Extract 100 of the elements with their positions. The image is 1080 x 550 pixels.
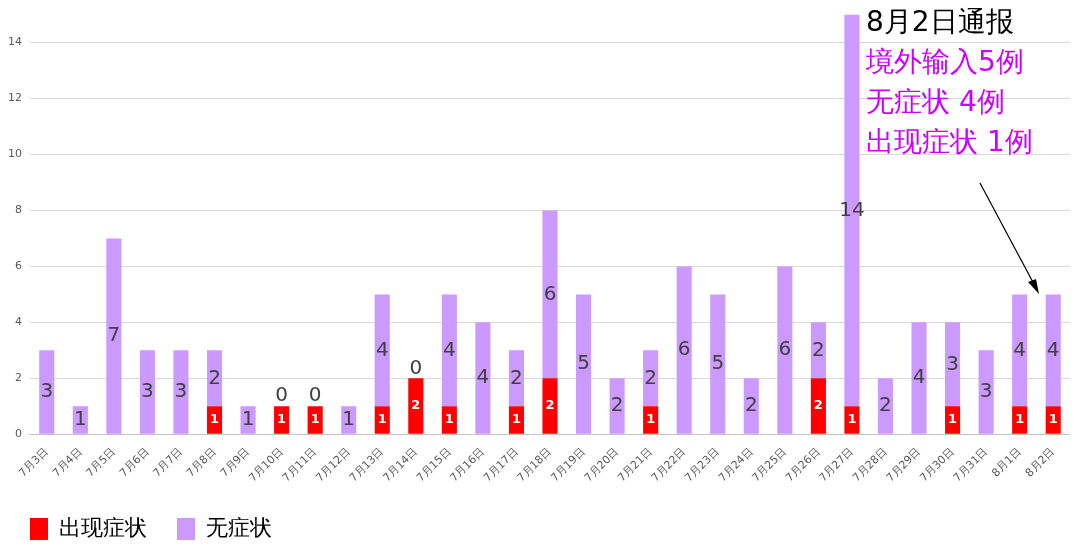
bar — [643, 406, 659, 434]
annotation: 8月2日通报 — [866, 4, 1015, 40]
x-tick-label: 7月4日 — [49, 444, 85, 480]
data-label: 7 — [107, 322, 121, 347]
data-label: 0 — [275, 382, 288, 407]
bar — [139, 350, 155, 434]
data-label: 0 — [308, 382, 322, 407]
bar — [1045, 294, 1061, 407]
data-label: 1 — [948, 411, 958, 427]
y-tick-label: 2 — [15, 371, 22, 385]
y-tick-label: 0 — [15, 427, 22, 441]
bar — [1012, 294, 1028, 407]
bar — [441, 294, 457, 407]
data-label: 6 — [778, 336, 792, 361]
y-tick-label: 10 — [8, 147, 22, 161]
x-tick-label: 8月1日 — [989, 444, 1024, 480]
data-label: 3 — [141, 378, 154, 403]
data-label: 1 — [444, 411, 454, 427]
data-label: 1 — [1048, 411, 1058, 427]
data-label: 5 — [577, 350, 590, 375]
data-label: 1 — [847, 411, 857, 427]
data-label: 2 — [545, 397, 555, 413]
bar — [542, 210, 558, 379]
data-label: 2 — [744, 392, 758, 417]
bar — [508, 350, 524, 407]
data-label: 1 — [73, 406, 87, 431]
data-label: 1 — [209, 411, 220, 427]
bar — [441, 406, 457, 434]
data-label: 2 — [510, 364, 523, 389]
bar — [810, 322, 826, 379]
data-label: 3 — [946, 350, 959, 375]
bar — [1012, 406, 1028, 434]
y-tick-label: 14 — [8, 35, 22, 49]
bar — [911, 322, 927, 434]
bar — [1045, 406, 1061, 434]
bar — [542, 378, 558, 434]
data-label: 2 — [879, 392, 892, 417]
data-label: 4 — [476, 364, 490, 389]
data-label: 14 — [839, 196, 865, 221]
x-tick-label: 8月2日 — [1022, 444, 1058, 480]
legend-label: 出现症状 — [59, 514, 147, 540]
bar — [173, 350, 189, 434]
data-label: 2 — [644, 364, 658, 389]
data-label: 4 — [442, 336, 456, 361]
data-label: 4 — [1046, 336, 1060, 361]
bar — [374, 406, 390, 434]
bar — [777, 266, 793, 434]
bar — [609, 378, 625, 434]
x-tick-label: 7月7日 — [150, 444, 186, 480]
y-tick-label: 6 — [15, 259, 22, 273]
annotation: 境外输入5例 — [866, 44, 1025, 80]
bar — [743, 378, 759, 434]
bar — [978, 350, 994, 434]
bar — [844, 406, 860, 434]
data-label: 2 — [610, 392, 624, 417]
bar — [206, 406, 223, 434]
bar — [39, 350, 55, 434]
bar — [475, 322, 491, 434]
x-tick-label: 7月8日 — [184, 444, 219, 480]
bar — [945, 406, 961, 434]
data-label: 1 — [310, 411, 320, 427]
data-label: 3 — [174, 378, 188, 403]
data-label: 6 — [677, 336, 691, 361]
bar — [508, 406, 524, 434]
bar — [710, 294, 726, 434]
data-label: 1 — [646, 411, 656, 427]
y-tick-label: 12 — [8, 91, 22, 105]
bar — [877, 378, 894, 434]
data-label: 2 — [813, 397, 823, 413]
bar — [374, 294, 390, 407]
data-label: 1 — [277, 411, 287, 427]
data-label: 1 — [342, 406, 356, 431]
data-label: 2 — [208, 364, 221, 389]
bar — [576, 294, 592, 434]
data-label: 3 — [40, 378, 54, 403]
data-label: 1 — [511, 411, 521, 427]
data-label: 2 — [812, 336, 825, 361]
data-label: 1 — [377, 411, 387, 427]
annotation: 无症状 4例 — [866, 84, 1006, 120]
data-label: 0 — [409, 354, 423, 379]
y-tick-label: 4 — [15, 315, 22, 329]
data-label: 3 — [979, 378, 993, 403]
bar — [945, 322, 961, 407]
legend-label: 无症状 — [206, 514, 272, 540]
x-tick-label: 7月6日 — [116, 444, 152, 480]
bar — [206, 350, 223, 407]
bar — [810, 378, 826, 434]
data-label: 5 — [711, 350, 725, 375]
bar — [106, 238, 122, 434]
data-label: 1 — [241, 406, 255, 431]
x-tick-label: 7月3日 — [16, 444, 51, 480]
x-tick-label: 7月5日 — [83, 444, 119, 480]
data-label: 2 — [411, 397, 421, 413]
annotation: 出现症状 1例 — [866, 124, 1033, 160]
data-label: 4 — [912, 364, 926, 389]
data-label: 6 — [543, 280, 557, 305]
data-label: 4 — [375, 336, 389, 361]
bar — [274, 406, 290, 434]
data-label: 1 — [1015, 411, 1025, 427]
bar — [307, 406, 323, 434]
